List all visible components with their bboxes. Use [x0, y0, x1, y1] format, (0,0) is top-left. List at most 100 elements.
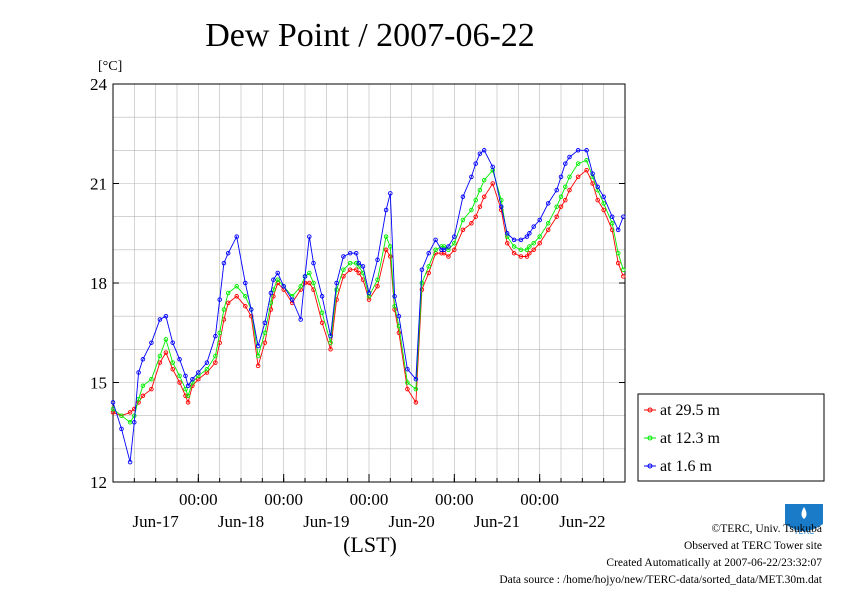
x-midnight-label: 00:00: [520, 490, 559, 509]
data-point: [511, 244, 517, 249]
data-point: [473, 197, 478, 203]
data-point: [262, 330, 268, 336]
x-day-label: Jun-21: [474, 512, 520, 531]
footer-copyright: ©TERC, Univ. Tsukuba: [712, 523, 822, 535]
y-unit-label: [°C]: [98, 59, 122, 74]
data-point: [609, 214, 615, 219]
data-point: [271, 294, 276, 299]
legend-swatch-marker: [647, 435, 653, 441]
data-point: [392, 294, 397, 299]
data-point: [127, 420, 133, 425]
data-point: [413, 400, 419, 405]
data-point: [353, 260, 359, 266]
data-point: [341, 254, 346, 259]
data-point: [341, 274, 346, 279]
data-point: [127, 459, 133, 465]
legend-label: at 1.6 m: [660, 458, 713, 475]
data-point: [499, 204, 504, 209]
data-point: [621, 274, 626, 279]
data-point: [537, 234, 542, 239]
data-point: [311, 280, 316, 286]
data-point: [248, 313, 254, 319]
data-point: [196, 370, 201, 375]
data-point: [157, 353, 163, 359]
data-point: [531, 247, 536, 253]
data-point: [149, 340, 154, 345]
data-point: [119, 426, 124, 432]
data-point: [558, 174, 564, 180]
data-point: [537, 217, 542, 223]
logo-drop-icon: [801, 507, 807, 519]
data-point: [366, 290, 372, 296]
data-point: [615, 260, 621, 266]
data-point: [460, 217, 466, 223]
data-point: [275, 270, 280, 276]
y-tick-label: 12: [90, 473, 107, 492]
data-point: [268, 290, 274, 296]
data-point: [396, 330, 402, 336]
data-point: [255, 343, 261, 349]
data-point: [149, 376, 154, 382]
data-point: [281, 284, 286, 289]
data-point: [518, 237, 524, 243]
y-tick-label: 18: [90, 274, 107, 293]
data-point: [307, 270, 312, 276]
data-point: [460, 194, 466, 200]
data-point: [419, 280, 425, 286]
data-point: [477, 204, 483, 209]
data-point: [127, 410, 133, 415]
data-point: [213, 360, 218, 365]
data-point: [307, 280, 312, 286]
legend-item-at_12_3: at 12.3 m: [644, 430, 721, 447]
data-point: [268, 307, 274, 312]
x-day-label: Jun-17: [133, 512, 180, 531]
data-point: [527, 244, 532, 249]
data-point: [217, 297, 222, 302]
data-point: [140, 393, 146, 399]
footer-created: Created Automatically at 2007-06-22/23:3…: [606, 557, 822, 569]
y-tick-label: 24: [90, 75, 108, 94]
data-point: [375, 277, 380, 282]
y-tick-label: 15: [90, 374, 107, 393]
data-point: [157, 360, 163, 365]
legend-swatch-marker: [647, 463, 653, 469]
x-midnight-label: 00:00: [179, 490, 218, 509]
data-point: [140, 357, 146, 362]
data-point: [621, 267, 626, 272]
data-point: [446, 254, 451, 259]
x-midnight-label: 00:00: [350, 490, 389, 509]
data-point: [119, 413, 124, 418]
data-point: [609, 227, 615, 233]
data-point: [584, 167, 589, 173]
data-point: [452, 234, 457, 239]
x-day-label: Jun-18: [218, 512, 264, 531]
data-point: [163, 313, 169, 319]
data-point: [262, 340, 268, 345]
data-point: [595, 184, 600, 190]
data-point: [473, 161, 478, 166]
data-point: [213, 353, 218, 359]
x-day-label: Jun-19: [303, 512, 349, 531]
data-point: [360, 264, 366, 269]
data-point: [217, 330, 222, 336]
data-point: [439, 247, 444, 253]
data-point: [396, 313, 402, 319]
data-point: [433, 247, 438, 253]
y-axis: 12 15 18 21 24: [90, 75, 625, 492]
data-point: [554, 187, 559, 193]
data-point: [531, 224, 536, 229]
data-point: [575, 161, 581, 166]
data-point: [567, 187, 572, 193]
legend-label: at 12.3 m: [660, 430, 721, 447]
series-line: [112, 149, 624, 463]
data-point: [460, 227, 466, 233]
data-point: [473, 214, 478, 219]
data-point: [563, 197, 568, 203]
data-point: [255, 353, 261, 359]
data-point: [319, 310, 325, 316]
data-point: [426, 270, 431, 276]
data-point: [302, 280, 308, 286]
data-point: [469, 221, 474, 226]
data-point: [621, 214, 626, 219]
data-point: [243, 280, 248, 286]
